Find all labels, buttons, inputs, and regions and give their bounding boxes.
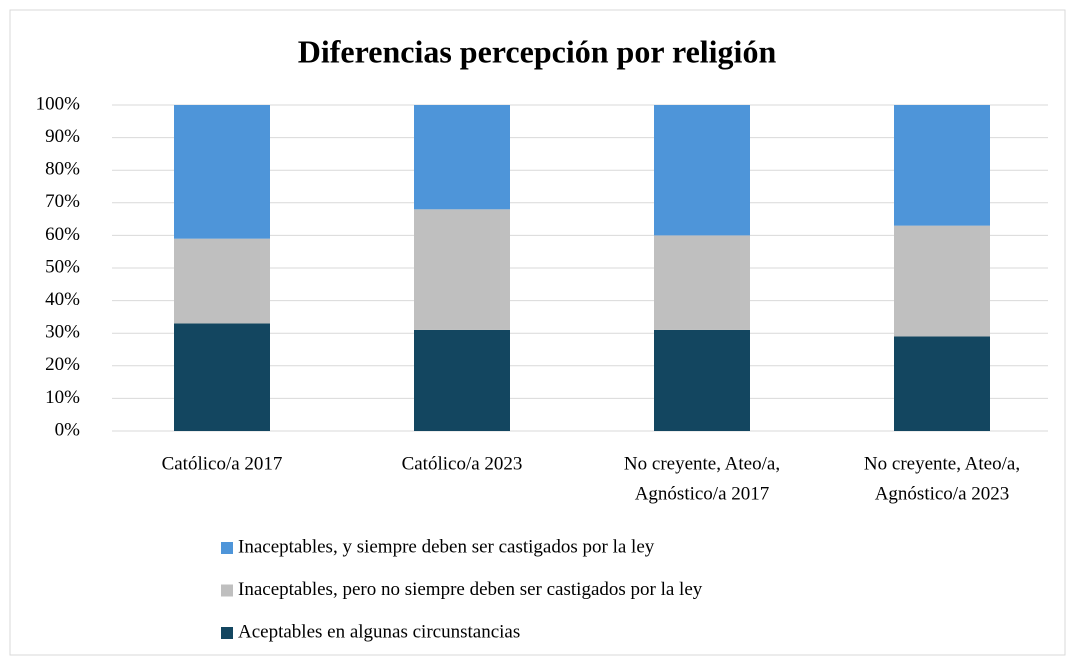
y-tick-label: 10% xyxy=(45,387,80,408)
bar-segment xyxy=(894,105,990,226)
y-tick-label: 80% xyxy=(45,159,80,180)
bar-segment xyxy=(414,105,510,210)
x-tick-label: Católico/a 2023 xyxy=(402,453,523,474)
y-tick-label: 70% xyxy=(45,191,80,212)
y-tick-label: 30% xyxy=(45,322,80,343)
legend-swatch xyxy=(221,584,233,597)
y-tick-label: 90% xyxy=(45,126,80,147)
x-tick-label: No creyente, Ateo/a, xyxy=(624,453,780,474)
legend-label: Aceptables en algunas circunstancias xyxy=(238,621,520,642)
x-tick-label: Agnóstico/a 2023 xyxy=(875,483,1010,504)
bar-segment xyxy=(414,209,510,330)
y-tick-label: 60% xyxy=(45,224,80,245)
legend-label: Inaceptables, pero no siempre deben ser … xyxy=(238,579,703,600)
y-tick-label: 20% xyxy=(45,354,80,375)
x-tick-label: Católico/a 2017 xyxy=(162,453,283,474)
y-tick-label: 0% xyxy=(55,419,81,440)
y-tick-label: 40% xyxy=(45,289,80,310)
bar-segment xyxy=(894,336,990,431)
legend-swatch xyxy=(221,542,233,554)
bar-segment xyxy=(414,329,510,431)
x-tick-label: No creyente, Ateo/a, xyxy=(864,453,1020,474)
bar-segment xyxy=(654,105,750,236)
bar-segment xyxy=(174,238,270,324)
chart-title: Diferencias percepción por religión xyxy=(298,33,777,69)
bar-segment xyxy=(174,105,270,239)
y-tick-label: 100% xyxy=(36,93,81,114)
bar-segment xyxy=(654,329,750,431)
y-tick-label: 50% xyxy=(45,256,80,277)
bar-segment xyxy=(894,225,990,337)
legend-swatch xyxy=(221,627,233,639)
x-tick-label: Agnóstico/a 2017 xyxy=(635,483,770,504)
legend-label: Inaceptables, y siempre deben ser castig… xyxy=(238,536,655,557)
bar-segment xyxy=(174,323,270,431)
bar-segment xyxy=(654,235,750,330)
